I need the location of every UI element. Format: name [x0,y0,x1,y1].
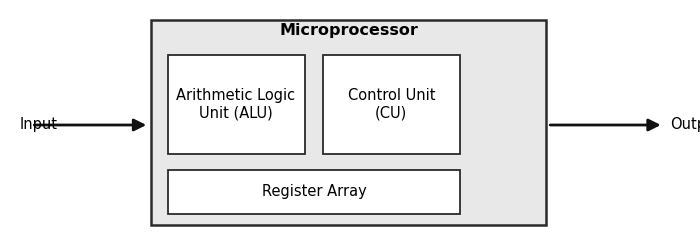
Bar [168,170,460,214]
Text: Arithmetic Logic
Unit (ALU): Arithmetic Logic Unit (ALU) [176,88,295,121]
Text: Output: Output [671,118,700,132]
Text: Input: Input [20,118,57,132]
Bar [168,55,304,154]
Text: Microprocessor: Microprocessor [279,22,418,38]
Bar [150,20,546,225]
Text: Control Unit
(CU): Control Unit (CU) [347,88,435,121]
Bar [323,55,460,154]
Text: Register Array: Register Array [262,184,367,199]
